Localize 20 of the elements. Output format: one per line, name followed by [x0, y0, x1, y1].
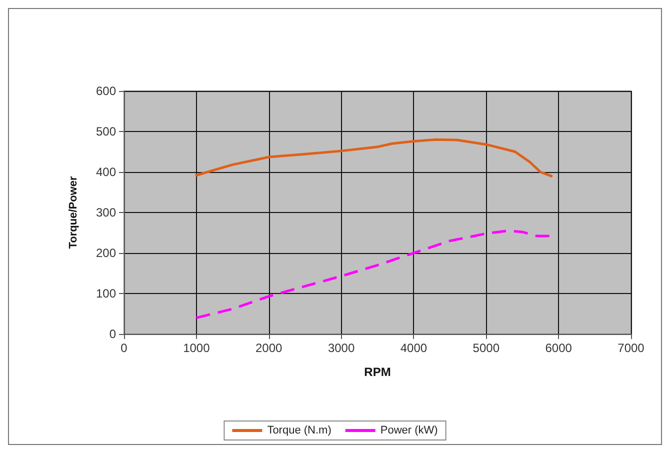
x-axis-title: RPM [364, 365, 391, 379]
x-tick-label: 4000 [400, 341, 428, 355]
x-tick-label: 6000 [545, 341, 572, 355]
y-tick-label: 100 [96, 286, 116, 300]
line-series [195, 138, 553, 178]
y-tick-label: 600 [96, 84, 116, 98]
y-tick-label: 0 [109, 327, 116, 341]
x-tick-label: 5000 [472, 341, 500, 355]
legend-label: Torque (N.m) [267, 424, 332, 436]
x-tick-label: 2000 [256, 341, 283, 355]
x-tick-label: 0 [120, 341, 128, 355]
x-tick-label: 7000 [618, 341, 645, 355]
y-tick-label: 200 [96, 246, 116, 260]
x-tick-label: 1000 [183, 341, 210, 355]
legend-label: Power (kW) [380, 424, 438, 436]
y-tick-label: 400 [96, 165, 116, 179]
y-tick-label: 500 [96, 124, 116, 138]
y-tick-label: 300 [96, 206, 116, 220]
y-axis-title: Torque/Power [68, 176, 80, 249]
x-tick-label: 3000 [328, 341, 355, 355]
